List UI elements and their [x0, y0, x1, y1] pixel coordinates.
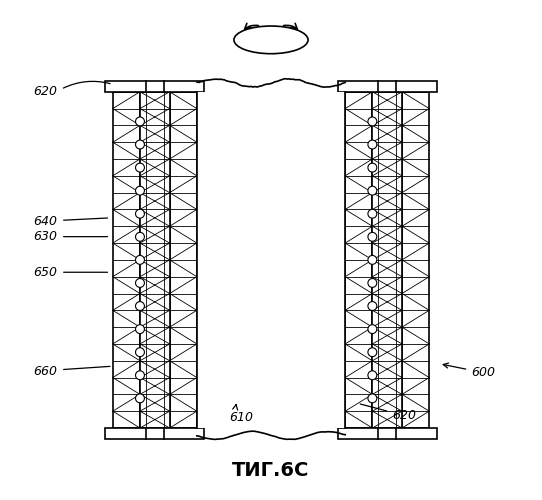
Text: 600: 600 — [443, 363, 495, 379]
Circle shape — [368, 371, 377, 380]
Bar — [372, 92, 402, 428]
Circle shape — [136, 278, 144, 287]
Bar — [105, 81, 204, 92]
Bar — [140, 92, 170, 428]
Circle shape — [368, 324, 377, 334]
Circle shape — [368, 232, 377, 241]
Text: 620: 620 — [360, 404, 416, 422]
Circle shape — [368, 278, 377, 287]
Text: 650: 650 — [34, 266, 57, 279]
Bar — [197, 92, 345, 428]
Circle shape — [136, 348, 144, 356]
Text: 630: 630 — [34, 230, 57, 243]
Bar — [402, 92, 429, 428]
Bar — [338, 81, 437, 92]
Circle shape — [136, 302, 144, 310]
Text: ΤИГ.6C: ΤИГ.6C — [233, 460, 309, 479]
Circle shape — [368, 186, 377, 195]
Circle shape — [368, 210, 377, 218]
Bar — [170, 92, 197, 428]
Circle shape — [136, 256, 144, 264]
Circle shape — [136, 324, 144, 334]
Text: 620: 620 — [34, 86, 57, 98]
Bar — [105, 428, 204, 439]
Circle shape — [136, 371, 144, 380]
Circle shape — [368, 140, 377, 149]
Circle shape — [368, 256, 377, 264]
Circle shape — [368, 302, 377, 310]
Circle shape — [368, 117, 377, 126]
Circle shape — [368, 163, 377, 172]
Bar — [113, 92, 140, 428]
Circle shape — [136, 394, 144, 403]
Circle shape — [136, 232, 144, 241]
Text: 640: 640 — [34, 216, 57, 228]
Circle shape — [136, 117, 144, 126]
Text: 610: 610 — [229, 404, 253, 423]
Bar — [338, 428, 437, 439]
Circle shape — [136, 210, 144, 218]
Circle shape — [368, 394, 377, 403]
Text: 660: 660 — [34, 364, 57, 378]
Circle shape — [136, 140, 144, 149]
Circle shape — [136, 163, 144, 172]
Ellipse shape — [234, 26, 308, 54]
Circle shape — [368, 348, 377, 356]
Bar — [345, 92, 372, 428]
Circle shape — [136, 186, 144, 195]
